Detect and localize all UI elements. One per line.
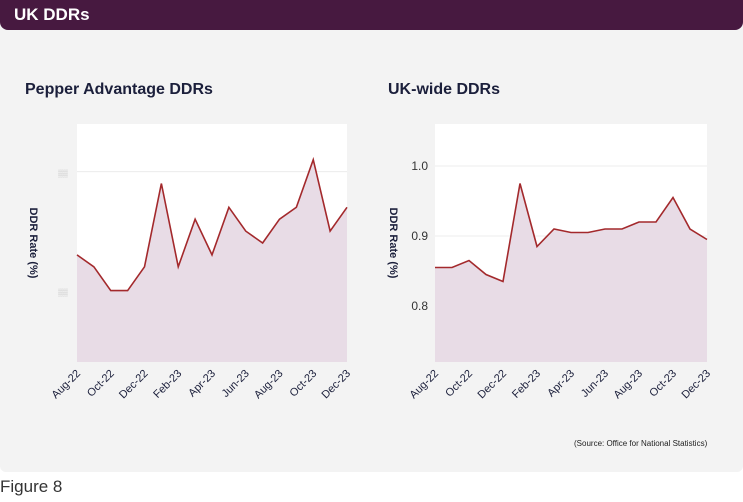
figure-caption: Figure 8 [0,477,63,496]
y-tick-label: ▒▒ [58,289,68,297]
y-axis-label: DDR Rate (%) [27,208,39,279]
x-tick-label: Dec-22 [476,368,510,402]
x-tick-label: Aug-22 [408,368,442,402]
header-banner: UK DDRs [0,0,743,30]
area-fill [77,159,347,362]
area-fill [435,183,707,362]
y-tick-label: 1.0 [411,159,428,173]
x-tick-label: Aug-23 [612,368,646,402]
y-tick-label: 0.8 [411,299,428,313]
x-tick-label: Oct-23 [647,368,679,400]
y-axis-label: DDR Rate (%) [387,208,399,279]
series-line [76,156,348,292]
chart-title-pepper: Pepper Advantage DDRs [25,81,213,98]
source-note: (Source: Office for National Statistics) [574,439,708,448]
y-tick-label: ▒▒ [58,170,68,178]
x-tick-label: Oct-22 [443,368,475,400]
x-tick-label: Feb-23 [510,368,543,401]
pepper-advantage-chart: ▒▒▒▒Aug-22 Oct-22 Dec-22 Feb-23 Apr-23 Jun-23… [27,124,353,401]
y-tick-label: 0.9 [411,229,428,243]
banner-title: UK DDRs [14,5,90,24]
x-tick-label: Dec-23 [680,368,714,402]
x-tick-label: Apr-23 [545,368,577,400]
x-tick-label: Jun-23 [579,368,611,400]
chart-title-uk: UK-wide DDRs [388,81,501,98]
series-line [435,183,708,283]
uk-wide-chart: 0.8 0.9 1.0 Aug-22 Oct-22 Dec-22 Feb-23 Apr-23 J… [387,124,714,402]
